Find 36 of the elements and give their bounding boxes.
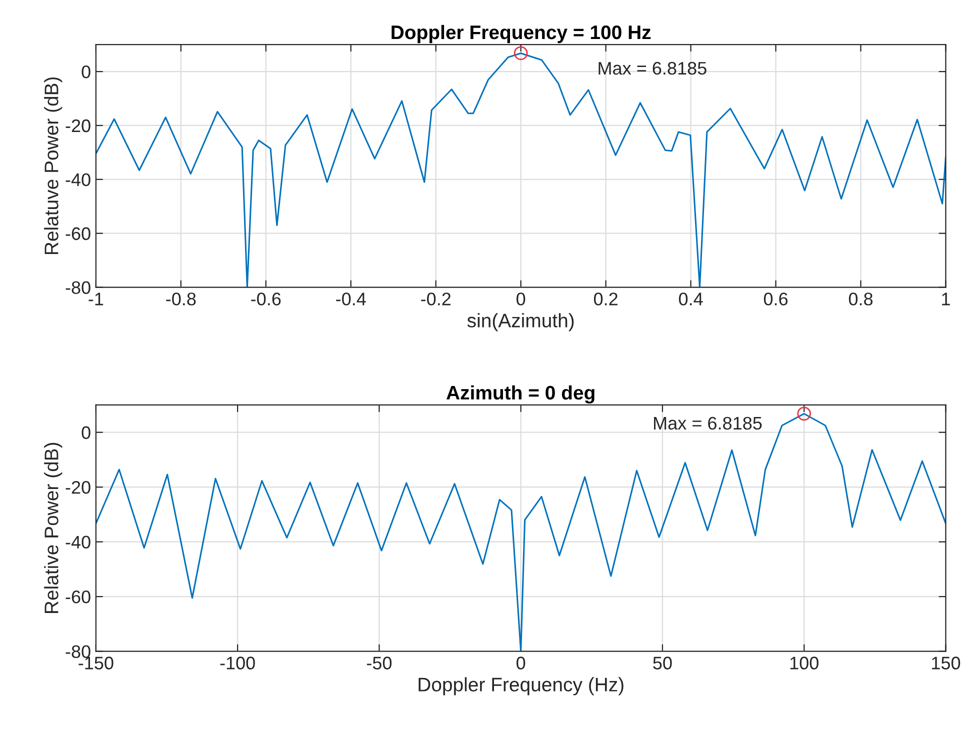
x-tick-label: -0.6 [251, 292, 281, 306]
chart-title: Azimuth = 0 deg [446, 385, 594, 404]
x-tick-label: 0.2 [594, 292, 618, 306]
y-tick-label: -20 [66, 481, 90, 494]
y-axis-title: Relatuve Power (dB) [44, 77, 62, 254]
y-tick-label: -80 [66, 281, 90, 294]
x-tick-label: -1 [88, 292, 104, 306]
x-tick-label: -150 [78, 656, 114, 670]
y-tick-label: -80 [66, 645, 90, 658]
x-tick-label: 50 [653, 656, 672, 670]
x-tick-label: 150 [932, 656, 960, 670]
x-tick-label: 100 [790, 656, 818, 670]
y-tick-label: -20 [66, 119, 90, 132]
x-tick-label: 0.6 [764, 292, 788, 306]
x-tick-label: 0.8 [848, 292, 873, 306]
y-tick-label: -60 [66, 227, 90, 240]
y-tick-label: -60 [66, 590, 90, 604]
annotation: Max = 6.8185 [654, 416, 762, 430]
x-tick-label: 0 [516, 292, 526, 306]
y-tick-label: 0 [82, 65, 90, 78]
annotation: Max = 6.8185 [598, 62, 706, 75]
x-tick-label: -100 [220, 656, 255, 670]
x-tick-label: -0.8 [166, 292, 196, 306]
x-tick-label: 0.4 [678, 292, 703, 306]
y-axis-title: Relative Power (dB) [44, 442, 62, 613]
x-tick-label: -0.4 [336, 292, 366, 306]
x-tick-label: -50 [366, 656, 392, 670]
y-tick-label: -40 [66, 173, 90, 186]
x-tick-label: 1 [942, 292, 950, 306]
x-axis-title: Doppler Frequency (Hz) [418, 677, 624, 696]
x-tick-label: 0 [516, 656, 526, 670]
x-axis-title: sin(Azimuth) [467, 313, 574, 332]
y-tick-label: -40 [66, 536, 90, 549]
chart-title: Doppler Frequency = 100 Hz [392, 24, 651, 44]
y-tick-label: 0 [82, 426, 90, 440]
x-tick-label: -0.2 [421, 292, 451, 306]
